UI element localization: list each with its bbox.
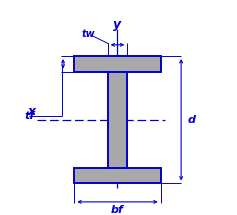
Text: d: d [187,115,195,125]
Text: bf: bf [111,205,124,215]
Bar [74,168,161,183]
Text: tf: tf [24,111,34,121]
Bar [108,72,127,168]
Text: tw: tw [82,29,96,38]
Text: y: y [114,18,122,31]
Text: x: x [27,105,35,118]
Bar [74,56,161,72]
